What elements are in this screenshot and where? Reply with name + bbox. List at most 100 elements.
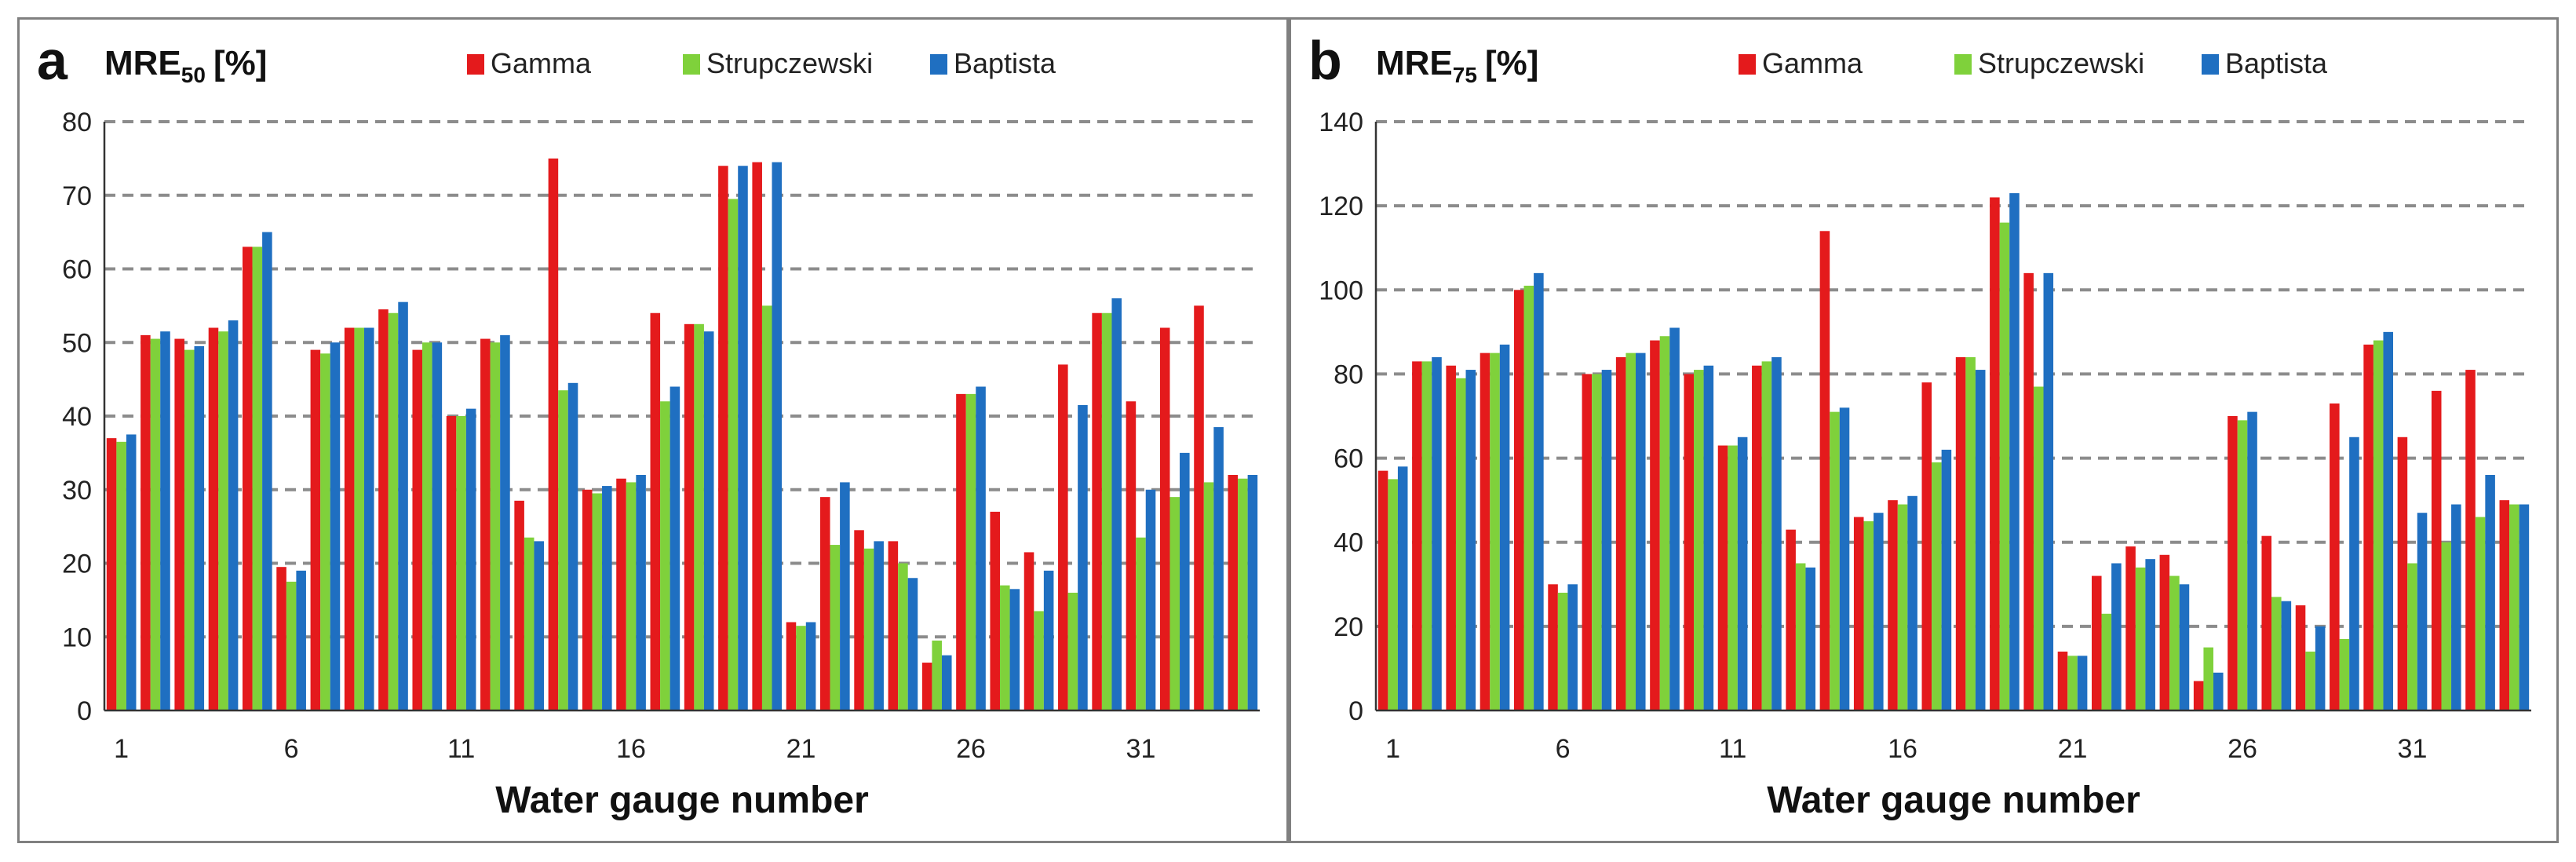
chart-panel-a: 0 10 20 30 40 50 60 70 80 1 6 11 16 21 26 31 Water gauge… [17, 17, 1289, 843]
chart-b-bar-gamma [1786, 529, 1796, 710]
chart-b-bar-baptista [1907, 495, 1917, 710]
chart-b-x-axis-label: Water gauge number [1767, 780, 2140, 821]
chart-a-bar-gamma [174, 338, 184, 710]
chart-b-title-unit: [%] [1485, 44, 1538, 82]
chart-a-bar-gamma [650, 312, 661, 710]
chart-b-bar-baptista [2111, 563, 2122, 710]
chart-a-bar-baptista [1145, 489, 1156, 710]
chart-a-legend-label-baptista: Baptista [954, 47, 1056, 79]
chart-b-bar-baptista [1805, 567, 1816, 710]
chart-a-bar-strupczewski [592, 493, 603, 710]
chart-a-bar-baptista [1111, 298, 1122, 710]
chart-a-bar-strupczewski [252, 247, 263, 710]
chart-b-bar-strupczewski [1965, 357, 1976, 710]
chart-a-bar-baptista [670, 386, 680, 710]
chart-a-bar-baptista [1213, 427, 1224, 710]
chart-a-y-tick-label: 0 [77, 696, 92, 726]
chart-b-bar-gamma [1955, 357, 1966, 710]
chart-a-bar-baptista [805, 622, 816, 710]
chart-b-bar-strupczewski [1897, 504, 1908, 710]
chart-a-y-tick-label: 50 [62, 328, 92, 358]
chart-b-bar-strupczewski [1421, 361, 1432, 710]
chart-b-bar-strupczewski [2509, 504, 2519, 710]
chart-b-bar-strupczewski [2067, 656, 2078, 710]
chart-a-bar-baptista [1078, 404, 1088, 710]
chart-b-x-tick-label: 26 [2228, 734, 2257, 764]
chart-b-bar-baptista [1975, 370, 1986, 710]
chart-a-bar-baptista [907, 578, 918, 710]
chart-b-legend-swatch-strupczewski [1954, 54, 1972, 75]
chart-b-bar-strupczewski [1523, 285, 1534, 710]
chart-b-bar-strupczewski [1795, 563, 1806, 710]
chart-a-bar-strupczewski [660, 401, 670, 710]
chart-a-bar-gamma [208, 327, 219, 710]
chart-b-bar-gamma [1377, 470, 1388, 710]
chart-b-y-tick-label: 100 [1319, 276, 1363, 305]
chart-a-bar-strupczewski [490, 342, 501, 710]
chart-a-x-tick-label: 1 [114, 734, 129, 764]
chart-a-bar-baptista [330, 342, 341, 710]
chart-a-bar-strupczewski [558, 390, 568, 710]
chart-a-bar-baptista [636, 475, 646, 710]
chart-b-bar-baptista [2179, 584, 2190, 710]
chart-a-bar-strupczewski [932, 640, 942, 710]
chart-b-y-tick-label: 0 [1348, 696, 1363, 726]
chart-b-bar-strupczewski [1761, 361, 1772, 710]
chart-b-bar-strupczewski [1932, 462, 1942, 710]
chart-a-y-tick-label: 10 [62, 623, 92, 652]
chart-a-bar-baptista [126, 434, 137, 710]
chart-b-bar-gamma [1921, 382, 1932, 710]
chart-a-bar-gamma [616, 478, 626, 710]
chart-b-bar-gamma [1412, 361, 1422, 710]
chart-a-bar-strupczewski [354, 327, 364, 710]
chart-a-y-tick-label: 30 [62, 476, 92, 506]
chart-b-bar-gamma [2465, 370, 2476, 710]
chart-a-bar-baptista [1180, 452, 1190, 710]
chart-a-x-axis-label: Water gauge number [495, 780, 869, 821]
chart-a-bar-gamma [1159, 327, 1170, 710]
chart-b-bar-baptista [1465, 370, 1476, 710]
chart-a-bar-gamma [1058, 364, 1068, 710]
chart-b-bar-baptista [1397, 466, 1408, 710]
chart-a-bar-strupczewski [184, 349, 195, 710]
chart-a-bar-strupczewski [1203, 482, 1214, 710]
chart-b-bar-gamma [1548, 584, 1558, 710]
chart-a-bar-baptista [1043, 570, 1054, 710]
chart-b-bar-baptista [1635, 352, 1646, 710]
chart-b-bar-gamma [1853, 517, 1864, 710]
chart-a-x-tick-label: 16 [616, 734, 646, 764]
chart-a-bar-strupczewski [1136, 537, 1146, 710]
chart-a-bar-baptista [296, 570, 306, 710]
chart-a-bar-gamma [1092, 312, 1102, 710]
chart-a-bar-baptista [262, 232, 272, 710]
chart-b-bar-baptista [2145, 559, 2155, 710]
chart-a-title-main: MRE [104, 44, 181, 82]
chart-b-bar-baptista [2349, 436, 2359, 710]
chart-b-y-tick-label: 120 [1319, 192, 1363, 221]
chart-a-legend-swatch-strupczewski [683, 54, 700, 75]
chart-a-bar-baptista [1009, 589, 1020, 710]
chart-b-bar-strupczewski [2203, 647, 2213, 710]
chart-b-legend-label-gamma: Gamma [1762, 47, 1863, 79]
chart-a-legend-swatch-gamma [467, 54, 484, 75]
chart-a-bar-baptista [602, 486, 612, 710]
chart-a-x-tick-label: 21 [786, 734, 816, 764]
chart-b-bar-gamma [1752, 365, 1762, 710]
chart-b-title-main: MRE [1376, 44, 1453, 82]
chart-a-bar-gamma [310, 349, 321, 710]
chart-b-bar-strupczewski [1626, 352, 1636, 710]
chart-b-y-tick-label: 80 [1334, 360, 1363, 389]
chart-b-title-subscript: 75 [1453, 63, 1477, 87]
chart-b-x-tick-label: 16 [1888, 734, 1917, 764]
chart-a-bar-strupczewski [286, 581, 297, 710]
chart-b-bar-baptista [1567, 584, 1578, 710]
chart-a-bar-strupczewski [1067, 593, 1078, 710]
chart-b-y-tick-label: 20 [1334, 612, 1363, 642]
chart-a-y-tick-label: 20 [62, 550, 92, 579]
chart-b-bar-strupczewski [1659, 336, 1670, 710]
chart-a-bar-gamma [106, 438, 117, 710]
chart-a-bar-gamma [854, 530, 864, 710]
chart-a-y-tick-label: 60 [62, 255, 92, 285]
